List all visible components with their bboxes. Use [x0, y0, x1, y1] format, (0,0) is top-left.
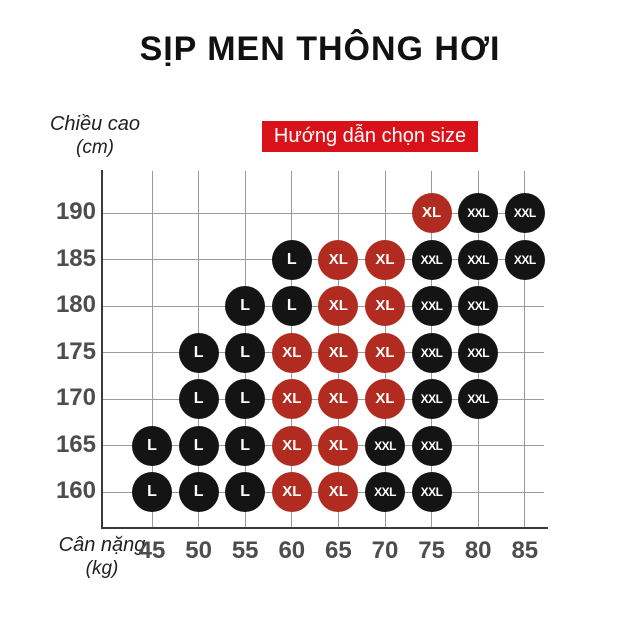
grid-line-horizontal [102, 212, 544, 214]
size-point: L [178, 472, 219, 512]
y-tick-label: 185 [55, 244, 96, 272]
size-point: XL [365, 379, 405, 419]
x-tick-label: 45 [138, 537, 166, 564]
size-point: L [178, 332, 219, 373]
size-point: L [271, 286, 312, 326]
size-point: L [132, 472, 172, 512]
size-point: XL [318, 379, 359, 419]
size-point: XXL [411, 379, 452, 419]
grid-line-vertical [524, 171, 526, 528]
size-point: XXL [458, 332, 499, 373]
size-point: XXL [458, 239, 499, 280]
size-point: L [271, 239, 312, 280]
y-axis-title: Chiều cao (cm) [36, 113, 154, 159]
size-point: XL [411, 193, 452, 233]
size-point: XL [365, 239, 405, 280]
y-tick-label: 180 [55, 291, 96, 318]
size-point: XXL [411, 332, 452, 373]
x-axis-title-text: Cân nặng [58, 534, 146, 556]
size-point: L [225, 332, 266, 373]
size-point: XL [318, 472, 359, 512]
size-point: L [178, 425, 219, 466]
size-point: XL [365, 286, 405, 326]
page-title: SỊP MEN THÔNG HƠI [139, 30, 501, 68]
size-point: XL [318, 239, 359, 280]
size-point: XXL [365, 472, 405, 512]
y-tick-label: 175 [55, 337, 96, 365]
size-point: L [178, 379, 219, 419]
size-point: XXL [458, 193, 499, 233]
size-point: XL [365, 332, 405, 373]
x-axis-unit: (kg) [85, 558, 119, 579]
y-tick-label: 160 [55, 477, 96, 504]
x-tick-label: 80 [464, 537, 492, 564]
y-tick-label: 170 [55, 384, 96, 411]
size-guide-banner: Hướng dẫn chọn size [262, 121, 478, 152]
size-point: XXL [411, 472, 452, 512]
x-tick-label: 70 [371, 537, 399, 564]
x-axis-title: Cân nặng (kg) [28, 534, 176, 580]
size-point: XXL [411, 239, 452, 280]
x-axis-line [101, 527, 548, 529]
size-point: L [225, 286, 266, 326]
grid-line-vertical [151, 171, 153, 528]
size-point: XL [271, 332, 312, 373]
size-point: XL [271, 472, 312, 512]
y-axis-title-text: Chiều cao [49, 113, 141, 135]
size-point: XXL [504, 239, 545, 280]
size-point: XL [318, 425, 359, 466]
size-point: L [225, 472, 266, 512]
size-point: XXL [458, 379, 499, 419]
size-point: XXL [411, 425, 452, 466]
x-tick-label: 55 [231, 537, 259, 564]
size-point: L [225, 379, 266, 419]
y-tick-label: 165 [55, 430, 96, 458]
size-point: XL [318, 286, 359, 326]
size-point: XL [318, 332, 359, 373]
size-point: XL [271, 425, 312, 466]
y-axis-unit: (cm) [76, 137, 114, 158]
size-point: XXL [411, 286, 452, 326]
y-tick-label: 190 [55, 198, 96, 225]
x-tick-label: 75 [418, 537, 445, 564]
size-point: L [225, 425, 266, 466]
x-tick-label: 60 [278, 537, 306, 564]
size-point: XXL [365, 425, 405, 466]
x-tick-label: 50 [185, 537, 212, 564]
size-point: XXL [504, 193, 545, 233]
size-point: XXL [458, 286, 499, 326]
size-point: XL [271, 379, 312, 419]
x-tick-label: 85 [511, 537, 539, 564]
x-tick-label: 65 [325, 537, 352, 564]
size-point: L [132, 425, 172, 466]
y-axis-line [101, 170, 103, 529]
